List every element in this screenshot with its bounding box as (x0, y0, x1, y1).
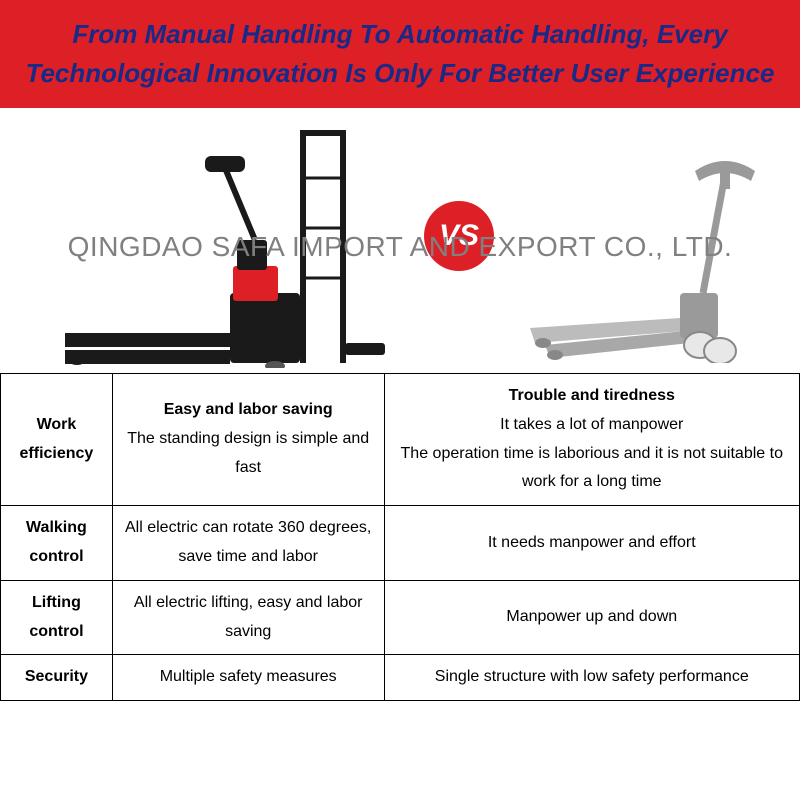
header-banner: From Manual Handling To Automatic Handli… (0, 0, 800, 108)
table-row: SecurityMultiple safety measures Single s… (1, 655, 800, 701)
row-header: Walkingcontrol (1, 506, 113, 581)
comparison-table: WorkefficiencyEasy and labor savingThe s… (0, 373, 800, 701)
cell-body: Multiple safety measures (117, 663, 380, 692)
row-header: Security (1, 655, 113, 701)
right-cell: Single structure with low safety perform… (384, 655, 799, 701)
left-cell: All electric lifting, easy and labor sav… (112, 580, 384, 655)
watermark-text: QINGDAO SAFA IMPORT AND EXPORT CO., LTD. (0, 231, 800, 263)
left-cell: Easy and labor savingThe standing design… (112, 374, 384, 506)
cell-title: Trouble and tiredness (389, 382, 795, 411)
table-row: LiftingcontrolAll electric lifting, easy… (1, 580, 800, 655)
cell-body: The standing design is simple and fast (117, 425, 380, 483)
right-cell: Trouble and tirednessIt takes a lot of m… (384, 374, 799, 506)
cell-body: Single structure with low safety perform… (389, 663, 795, 692)
comparison-image-area: VS QINGDAO SAFA IMPORT AND EXPORT CO., L… (0, 108, 800, 373)
table-row: WorkefficiencyEasy and labor savingThe s… (1, 374, 800, 506)
header-text: From Manual Handling To Automatic Handli… (26, 19, 775, 88)
right-cell: It needs manpower and effort (384, 506, 799, 581)
right-cell: Manpower up and down (384, 580, 799, 655)
row-header: Liftingcontrol (1, 580, 113, 655)
cell-body: All electric lifting, easy and labor sav… (117, 589, 380, 647)
cell-body: All electric can rotate 360 degrees, sav… (117, 514, 380, 572)
cell-body: It needs manpower and effort (389, 529, 795, 558)
left-cell: Multiple safety measures (112, 655, 384, 701)
row-header: Workefficiency (1, 374, 113, 506)
table-row: WalkingcontrolAll electric can rotate 36… (1, 506, 800, 581)
cell-title: Easy and labor saving (117, 396, 380, 425)
left-cell: All electric can rotate 360 degrees, sav… (112, 506, 384, 581)
cell-body: Manpower up and down (389, 603, 795, 632)
cell-body: It takes a lot of manpowerThe operation … (389, 411, 795, 497)
